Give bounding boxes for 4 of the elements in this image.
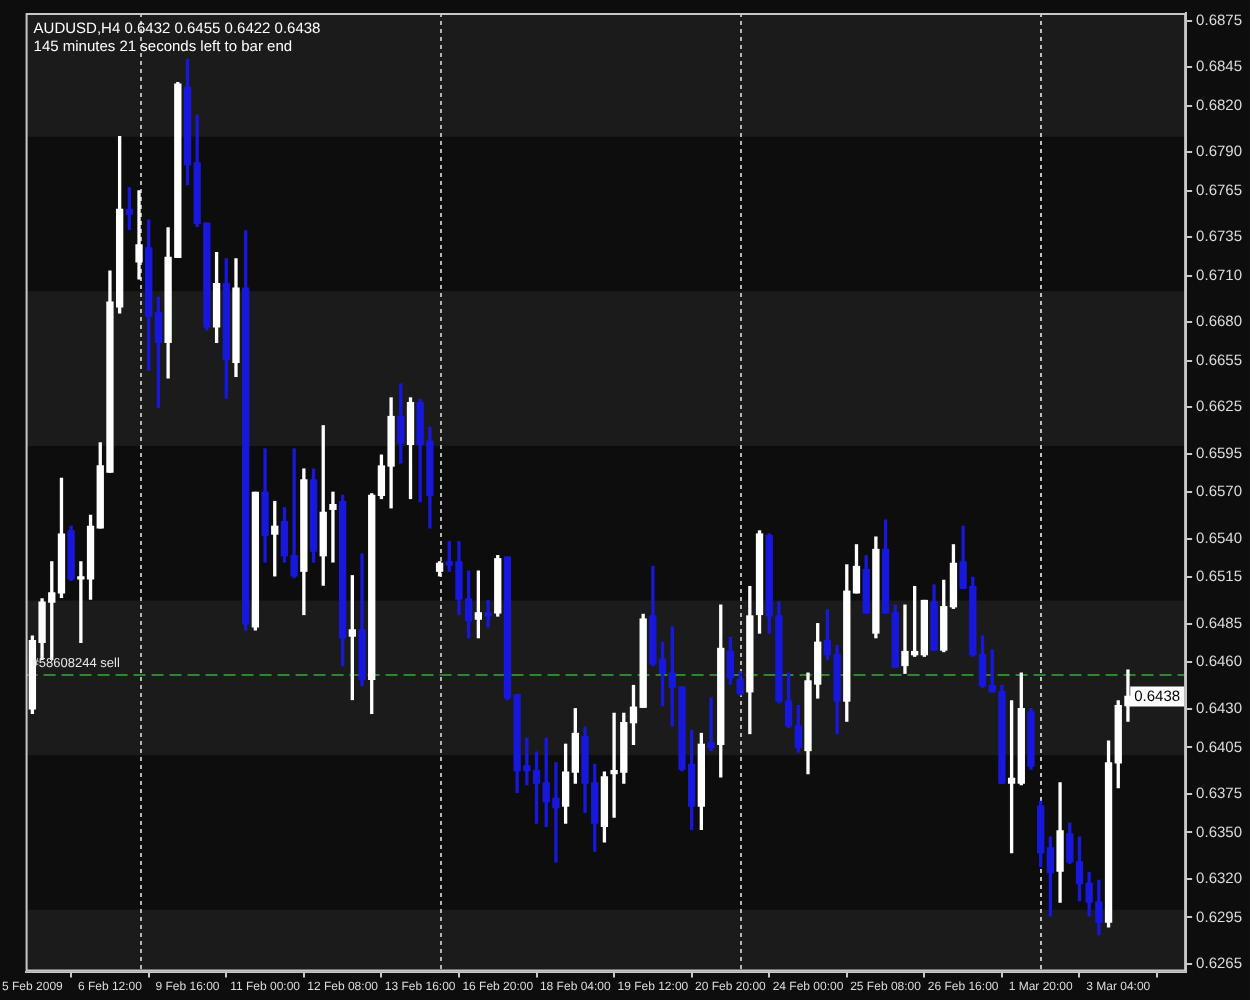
candlestick [135, 190, 143, 280]
candlestick [484, 599, 492, 628]
candlestick [329, 491, 337, 563]
candlestick [707, 697, 715, 752]
